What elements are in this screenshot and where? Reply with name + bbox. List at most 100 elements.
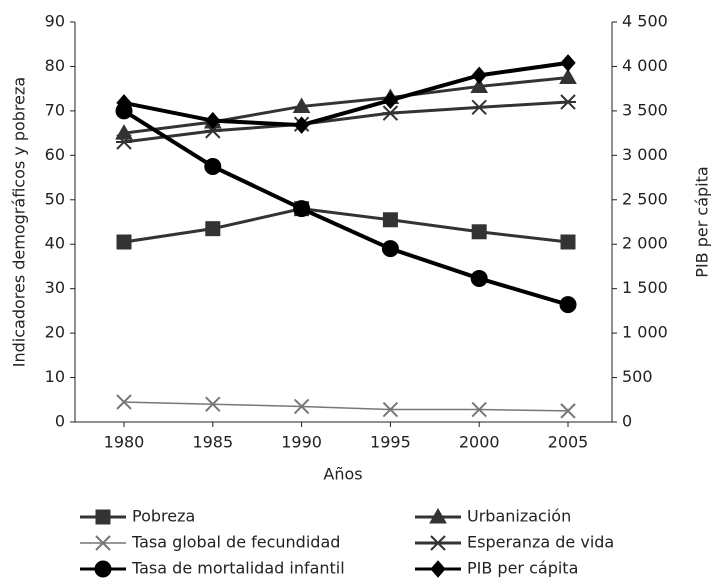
y2-tick-label: 500 [622, 367, 653, 386]
marker [430, 535, 446, 551]
marker-circle [470, 269, 488, 287]
marker [205, 111, 221, 130]
marker [471, 224, 487, 240]
series-line [123, 100, 569, 144]
marker-diamond [430, 560, 446, 578]
marker-triangle [292, 97, 311, 113]
marker-square [116, 234, 132, 250]
marker [204, 157, 222, 175]
marker-x [560, 403, 576, 419]
marker [560, 234, 576, 250]
marker-diamond [560, 54, 576, 72]
marker-square [471, 224, 487, 240]
marker-square [382, 212, 398, 228]
marker-circle [293, 200, 311, 218]
y2-tick-label: 3 500 [622, 100, 668, 119]
y-axis-label: Indicadores demográficos y pobreza [10, 77, 29, 367]
y-tick-label: 60 [45, 145, 65, 164]
marker [382, 91, 399, 109]
marker [560, 403, 576, 419]
marker-circle [204, 157, 222, 175]
y2-tick-label: 2 500 [622, 189, 668, 208]
legend-label: Esperanza de vida [467, 533, 614, 552]
y-tick-label: 40 [45, 234, 65, 253]
marker-circle [94, 560, 112, 578]
marker [116, 94, 132, 112]
y2-axis-label: PIB per cápita [693, 166, 712, 277]
y2-tick-label: 0 [622, 412, 632, 431]
y-tick-label: 30 [45, 278, 65, 297]
marker-triangle [470, 77, 489, 93]
marker-triangle [559, 68, 577, 85]
marker-diamond [382, 91, 399, 109]
marker-diamond [116, 94, 132, 112]
marker-square [205, 221, 221, 237]
x-axis-label: Años [323, 465, 362, 484]
legend-label: Urbanización [467, 507, 571, 526]
y-tick-label: 90 [45, 12, 65, 31]
marker [470, 269, 488, 287]
x-tick-label: 1980 [104, 433, 145, 452]
marker [429, 507, 447, 524]
x-tick-label: 2005 [548, 433, 589, 452]
y-tick-label: 10 [45, 367, 65, 386]
marker-x [471, 401, 487, 418]
marker-circle [559, 296, 577, 314]
y2-tick-label: 2 000 [622, 234, 668, 253]
x-tick-label: 2000 [459, 433, 500, 452]
legend-label: Tasa de mortalidad infantil [131, 559, 345, 578]
series-line [123, 60, 569, 128]
legend-label: PIB per cápita [467, 559, 578, 578]
x-tick-label: 1985 [192, 433, 233, 452]
marker-x [116, 394, 132, 410]
marker [95, 535, 111, 551]
marker [471, 401, 487, 418]
legend-label: Pobreza [132, 507, 195, 526]
marker [94, 560, 112, 578]
series-line [123, 207, 569, 244]
y2-tick-label: 1 000 [622, 323, 668, 342]
marker [116, 234, 132, 250]
series-line [122, 109, 569, 307]
series-line [123, 401, 569, 412]
marker [382, 212, 398, 228]
marker [205, 396, 221, 412]
marker [381, 240, 399, 258]
series-line [123, 76, 569, 135]
y2-tick-label: 4 000 [622, 56, 668, 75]
marker [560, 54, 576, 72]
marker-x [205, 396, 221, 412]
marker [116, 394, 132, 410]
marker [95, 509, 111, 525]
y-tick-label: 0 [55, 412, 65, 431]
marker-x [382, 401, 399, 418]
legend-label: Tasa global de fecundidad [131, 533, 340, 552]
marker [293, 116, 310, 134]
marker-diamond [471, 66, 487, 85]
marker [559, 296, 577, 314]
marker-x [95, 535, 111, 551]
marker [204, 123, 221, 139]
marker-triangle [429, 507, 447, 524]
marker [382, 105, 399, 121]
marker [293, 398, 310, 415]
marker [560, 94, 576, 110]
y-tick-label: 80 [45, 56, 65, 75]
y2-tick-label: 3 000 [622, 145, 668, 164]
marker [471, 99, 488, 116]
marker-square [560, 234, 576, 250]
marker [293, 200, 311, 218]
marker [471, 66, 487, 85]
marker-square [95, 509, 111, 525]
x-tick-label: 1990 [281, 433, 322, 452]
marker-diamond [293, 116, 310, 134]
y2-tick-label: 4 500 [622, 12, 668, 31]
marker [116, 134, 132, 150]
marker-diamond [205, 111, 221, 130]
marker [430, 560, 446, 578]
marker [115, 124, 133, 140]
y-tick-label: 20 [45, 323, 65, 342]
marker [382, 401, 399, 418]
x-tick-label: 1995 [370, 433, 411, 452]
